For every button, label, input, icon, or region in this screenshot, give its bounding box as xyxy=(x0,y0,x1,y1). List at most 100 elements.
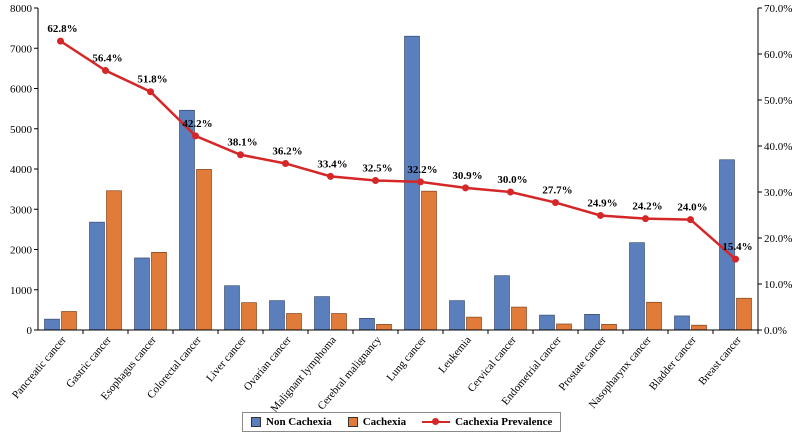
prevalence-point xyxy=(507,188,514,196)
y2-tick-label: 10.0% xyxy=(764,279,792,291)
bars-layer xyxy=(44,35,752,331)
y-tick-label: 7000 xyxy=(10,43,33,55)
bar-cachexia xyxy=(691,324,707,331)
legend-label-cachexia: Cachexia xyxy=(362,416,407,428)
prevalence-data-label: 51.8% xyxy=(137,74,167,86)
bar-non-cachexia xyxy=(629,242,645,331)
legend: Non Cachexia Cachexia Cachexia Prevalenc… xyxy=(242,412,562,432)
legend-label-non-cachexia: Non Cachexia xyxy=(266,416,332,428)
bar-cachexia xyxy=(331,313,347,331)
y2-tick-label: 40.0% xyxy=(764,141,792,153)
y-tick-label: 5000 xyxy=(10,124,33,136)
y2-tick-label: 60.0% xyxy=(764,49,792,61)
prevalence-data-label: 32.5% xyxy=(362,163,392,175)
bar-non-cachexia xyxy=(269,300,285,331)
category-label: Gastric cancer xyxy=(64,334,114,390)
bar-cachexia xyxy=(376,324,392,331)
y-tick-label: 3000 xyxy=(10,204,33,216)
bar-cachexia xyxy=(736,297,752,331)
bar-cachexia xyxy=(556,323,572,331)
bar-non-cachexia xyxy=(584,314,600,331)
prevalence-point xyxy=(552,199,559,207)
prevalence-point xyxy=(417,178,424,186)
bar-non-cachexia xyxy=(224,285,240,331)
bar-cachexia xyxy=(151,252,167,331)
bar-cachexia xyxy=(196,169,212,331)
bar-non-cachexia xyxy=(539,314,555,331)
bar-non-cachexia xyxy=(179,109,195,331)
y2-tick-label: 0.0% xyxy=(764,325,787,337)
category-label: Pancreatic cancer xyxy=(10,334,69,401)
prevalence-data-label: 30.9% xyxy=(452,170,482,182)
bar-non-cachexia xyxy=(674,315,690,331)
bar-non-cachexia xyxy=(89,221,105,331)
prevalence-data-label: 27.7% xyxy=(542,185,572,197)
prevalence-data-label: 24.9% xyxy=(587,197,617,209)
legend-item-cachexia: Cachexia xyxy=(347,416,407,428)
bar-cachexia xyxy=(466,316,482,331)
y2-tick-label: 50.0% xyxy=(764,95,792,107)
prevalence-point xyxy=(462,184,469,192)
y2-tick-label: 30.0% xyxy=(764,187,792,199)
category-label: Lung cancer xyxy=(384,334,429,384)
bar-cachexia xyxy=(61,311,77,331)
prevalence-data-label: 15.4% xyxy=(722,241,752,253)
prevalence-data-label: 24.0% xyxy=(677,202,707,214)
prevalence-point xyxy=(597,211,604,219)
category-label: Ovarian cancer xyxy=(242,334,294,393)
prevalence-line xyxy=(59,40,737,261)
bar-non-cachexia xyxy=(44,318,60,331)
y-tick-label: 1000 xyxy=(10,285,33,297)
bar-non-cachexia xyxy=(314,296,330,331)
prevalence-data-label: 32.2% xyxy=(407,164,437,176)
category-label: Prostate cancer xyxy=(557,334,609,393)
bar-non-cachexia xyxy=(449,300,465,331)
y-tick-label: 8000 xyxy=(10,3,33,15)
prevalence-data-label: 24.2% xyxy=(632,201,662,213)
legend-item-non-cachexia: Non Cachexia xyxy=(251,416,332,428)
y2-tick-label: 20.0% xyxy=(764,233,792,245)
prevalence-data-label: 38.1% xyxy=(227,137,257,149)
axes-layer: 0 1000 2000 3000 4000 5000 6000 7000 8000 0.0% 10.… xyxy=(10,3,792,415)
bar-cachexia xyxy=(241,302,257,331)
prevalence-data-label: 42.2% xyxy=(182,118,212,130)
y-tick-label: 2000 xyxy=(10,245,33,257)
bar-cachexia xyxy=(601,324,617,331)
category-label: Bladder cancer xyxy=(647,334,699,393)
prevalence-point xyxy=(237,151,244,159)
y-tick-label: 4000 xyxy=(10,164,33,176)
bar-cachexia xyxy=(106,190,122,331)
prevalence-data-label: 30.0% xyxy=(497,174,527,186)
prevalence-point xyxy=(192,132,199,140)
prevalence-point xyxy=(327,172,334,180)
prevalence-line-layer xyxy=(57,37,739,263)
bar-non-cachexia xyxy=(359,318,375,331)
prevalence-point xyxy=(102,67,109,75)
prevalence-point xyxy=(732,255,739,263)
legend-label-cachexia-prevalence: Cachexia Prevalence xyxy=(455,416,553,428)
prevalence-point xyxy=(147,88,154,96)
bar-cachexia xyxy=(511,306,527,331)
legend-swatch-cachexia-prevalence xyxy=(422,417,451,427)
y-tick-label: 6000 xyxy=(10,84,33,96)
legend-swatch-non-cachexia xyxy=(251,417,261,427)
prevalence-point xyxy=(282,159,289,167)
category-label: Leukemia xyxy=(436,334,474,375)
prevalence-data-label: 56.4% xyxy=(92,53,122,65)
prevalence-data-label: 62.8% xyxy=(47,23,77,35)
prevalence-point xyxy=(372,177,379,184)
prevalence-data-label: 33.4% xyxy=(317,158,347,170)
legend-swatch-cachexia xyxy=(347,417,358,427)
labels-layer: 62.8% 56.4% 51.8% 42.2% 38.1% 36.2% 33.4% 32.5%… xyxy=(47,23,752,253)
prevalence-point xyxy=(642,215,649,223)
prevalence-data-label: 36.2% xyxy=(272,145,302,157)
bar-cachexia xyxy=(646,301,662,331)
bar-non-cachexia xyxy=(494,275,510,331)
y2-tick-label: 70.0% xyxy=(764,3,792,15)
prevalence-point xyxy=(687,216,694,224)
y-tick-label: 0 xyxy=(27,325,33,337)
category-label: Breast cancer xyxy=(696,334,744,388)
bar-cachexia xyxy=(421,190,437,331)
prevalence-point xyxy=(57,37,64,45)
